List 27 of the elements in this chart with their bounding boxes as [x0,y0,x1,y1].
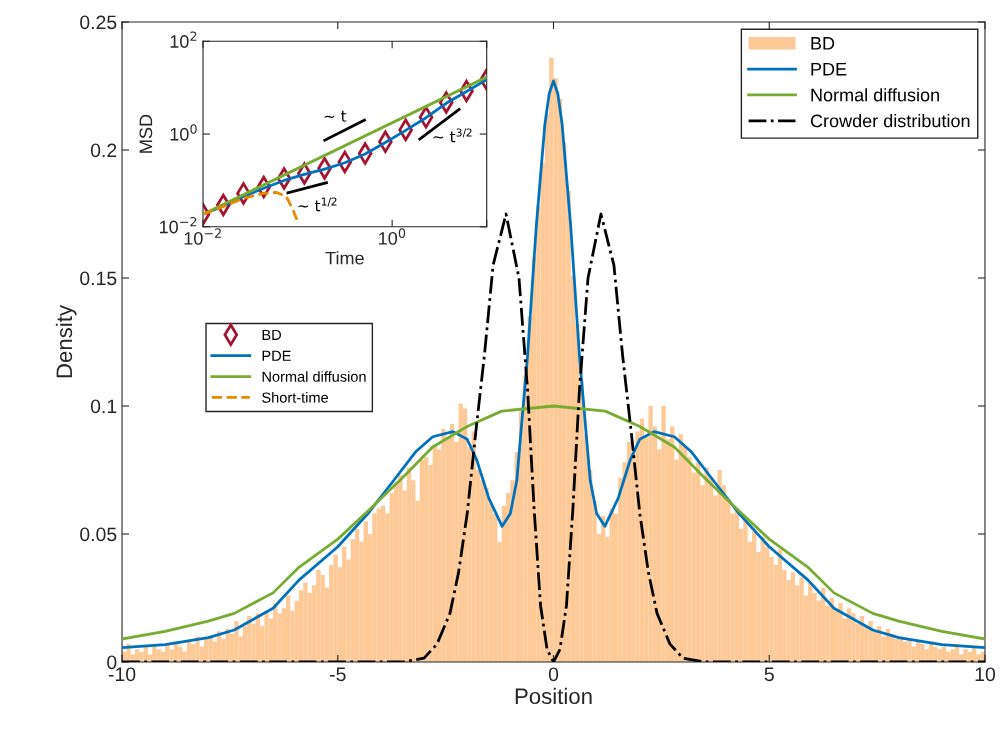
legend-label: PDE [262,350,291,361]
y-tick-label: 0.1 [90,399,117,414]
legend-label: BD [262,329,281,340]
y-tick-label: 10$^{2}$ [170,31,197,48]
legend-label: PDE [811,62,847,76]
annotation: ∼ t$^{3/2}$ [433,128,472,143]
x-axis-title: Position [515,687,592,705]
x-tick-label: 5 [764,667,774,682]
x-tick-label: 10 [975,667,996,682]
legend-label: Normal diffusion [262,371,366,382]
y-axis-title: MSD [139,114,153,153]
annotation: ∼ t [324,110,347,122]
y-tick-label: 0.05 [80,527,117,542]
y-tick-label: 0.25 [80,15,117,30]
y-axis-title: Density [55,305,77,378]
line-series [122,404,985,641]
legend-label: Normal diffusion [811,88,939,102]
x-tick-label: -5 [329,667,346,682]
legend-label: BD [811,37,835,50]
legend-label: Crowder distribution [810,114,970,128]
legend-label: Short-time [262,392,329,403]
x-axis-title: Time [325,251,364,265]
y-tick-label: 0.15 [80,271,117,286]
x-tick-label: 0 [548,667,559,682]
annotation: ∼ t$^{1/2}$ [298,197,337,212]
y-tick-label: 0.2 [90,143,117,158]
y-tick-label: 10$^{0}$ [170,124,197,141]
